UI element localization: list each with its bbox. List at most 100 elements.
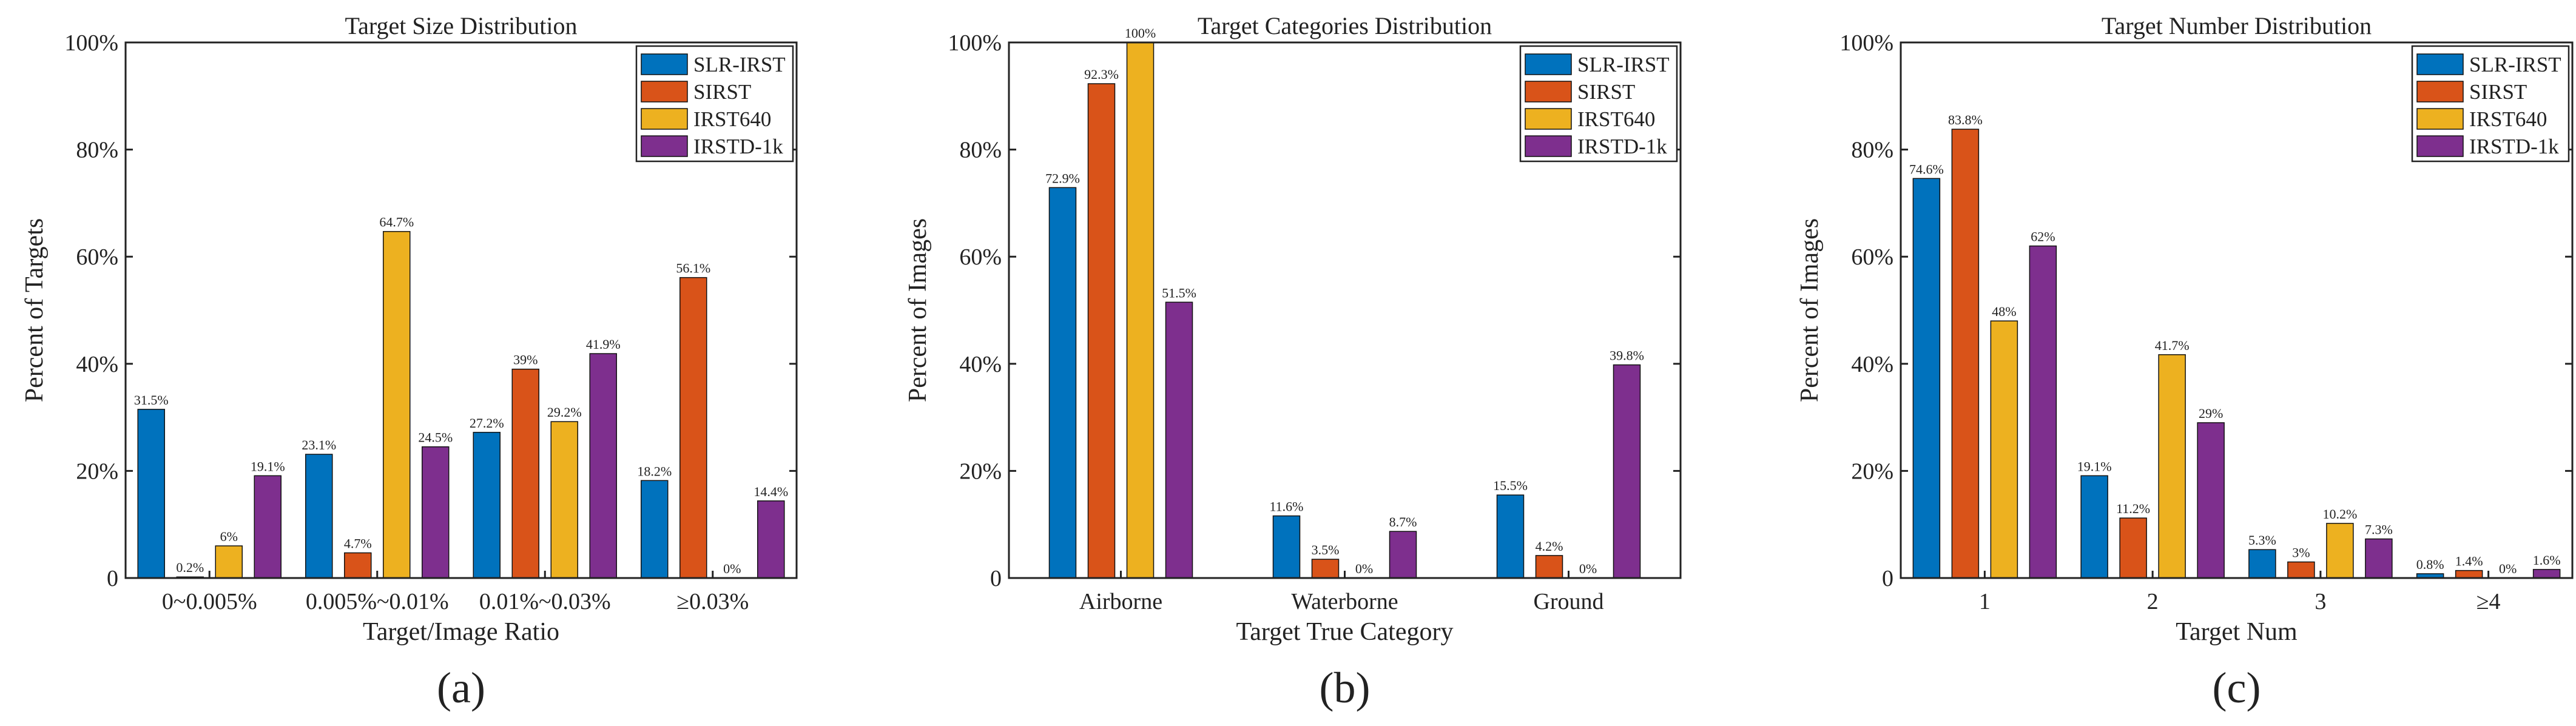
bar-1-0-3 bbox=[1165, 301, 1193, 579]
x-tick-label: 0.005%~0.01% bbox=[306, 589, 449, 614]
bar-0-1-3 bbox=[422, 446, 450, 579]
bar-value-label: 56.1% bbox=[676, 261, 710, 276]
bar-1-0-1 bbox=[1087, 83, 1116, 579]
panel-label: (c) bbox=[2213, 664, 2261, 712]
bar-0-0-3 bbox=[254, 475, 282, 579]
bar-value-label: 48% bbox=[1992, 304, 2016, 319]
bar-0-1-0 bbox=[305, 454, 333, 579]
bar-2-2-0 bbox=[2248, 549, 2276, 579]
panel-b: 72.9% 92.3% 100% 51.5% Airborne 11.6% 3.5% 0% 8.… bbox=[904, 12, 1682, 712]
bar-value-label: 0% bbox=[723, 561, 741, 576]
legend-label: SIRST bbox=[693, 80, 751, 104]
bar-value-label: 23.1% bbox=[302, 437, 336, 452]
bar-value-label: 15.5% bbox=[1493, 478, 1528, 493]
bar-value-label: 29% bbox=[2199, 406, 2223, 421]
bar-value-label: 74.6% bbox=[1909, 161, 1944, 176]
y-tick-label: 60% bbox=[1851, 244, 1893, 270]
y-tick-label: 80% bbox=[959, 138, 1002, 163]
bar-value-label: 0% bbox=[1355, 561, 1373, 576]
bar-2-0-1 bbox=[1951, 129, 1980, 579]
y-tick-label: 0 bbox=[990, 566, 1002, 591]
bar-1-0-0 bbox=[1048, 187, 1077, 579]
bar-value-label: 11.2% bbox=[2116, 501, 2150, 516]
x-tick-label: 2 bbox=[2147, 589, 2159, 614]
y-axis-label: Percent of Targets bbox=[21, 218, 49, 402]
x-tick-label: Waterborne bbox=[1291, 589, 1398, 614]
y-tick-label: 80% bbox=[1851, 138, 1893, 163]
legend-label: IRST640 bbox=[2469, 107, 2547, 131]
legend-label: SLR-IRST bbox=[1577, 53, 1670, 76]
bar-value-label: 1.4% bbox=[2455, 554, 2483, 569]
bar-1-2-1 bbox=[1535, 555, 1563, 579]
bar-0-2-2 bbox=[550, 421, 578, 579]
bar-2-3-1 bbox=[2455, 570, 2483, 579]
bar-value-label: 3% bbox=[2292, 545, 2310, 560]
bar-2-2-1 bbox=[2287, 561, 2315, 579]
bar-value-label: 4.2% bbox=[1536, 539, 1563, 554]
bar-value-label: 1.6% bbox=[2533, 553, 2561, 568]
bar-value-label: 14.4% bbox=[754, 484, 788, 499]
bar-value-label: 72.9% bbox=[1045, 170, 1080, 186]
chart-title: Target Categories Distribution bbox=[1198, 12, 1492, 39]
x-tick-label: Ground bbox=[1533, 589, 1603, 614]
bar-2-1-0 bbox=[2080, 475, 2108, 579]
legend-swatch bbox=[641, 108, 688, 130]
y-tick-label: 40% bbox=[76, 352, 118, 377]
chart-title: Target Size Distribution bbox=[345, 12, 577, 39]
legend-swatch bbox=[1525, 108, 1572, 130]
bar-0-1-2 bbox=[383, 230, 411, 579]
bar-value-label: 41.9% bbox=[586, 337, 621, 352]
y-tick-label: 20% bbox=[76, 459, 118, 484]
bar-2-0-0 bbox=[1912, 178, 1941, 579]
y-tick-label: 0 bbox=[107, 566, 118, 591]
bar-0-0-2 bbox=[215, 545, 243, 579]
bar-0-0-0 bbox=[137, 409, 165, 579]
legend-swatch bbox=[1525, 81, 1572, 103]
bar-value-label: 19.1% bbox=[2077, 459, 2112, 474]
bar-value-label: 8.7% bbox=[1389, 514, 1417, 529]
x-tick-label: ≥4 bbox=[2477, 589, 2501, 614]
legend-label: SIRST bbox=[1577, 80, 1635, 104]
y-tick-label: 100% bbox=[1839, 30, 1893, 56]
bar-2-0-2 bbox=[1990, 320, 2018, 579]
y-tick-label: 100% bbox=[948, 30, 1002, 56]
bar-1-1-3 bbox=[1389, 531, 1417, 579]
x-tick-label: ≥0.03% bbox=[676, 589, 749, 614]
x-tick-label: 0.01%~0.03% bbox=[479, 589, 611, 614]
legend-label: IRSTD-1k bbox=[693, 135, 783, 158]
legend-label: IRST640 bbox=[693, 107, 771, 131]
x-tick-label: 0~0.005% bbox=[162, 589, 257, 614]
legend-swatch bbox=[2416, 81, 2464, 103]
y-axis-label: Percent of Images bbox=[1796, 218, 1824, 402]
x-tick-label: 1 bbox=[1979, 589, 1991, 614]
y-tick-label: 20% bbox=[1851, 459, 1893, 484]
y-tick-label: 60% bbox=[959, 244, 1002, 270]
bar-value-label: 39.8% bbox=[1610, 348, 1644, 363]
y-tick-label: 40% bbox=[959, 352, 1002, 377]
bar-value-label: 11.6% bbox=[1269, 499, 1303, 514]
bar-2-1-1 bbox=[2119, 517, 2147, 579]
x-tick-label: 3 bbox=[2315, 589, 2326, 614]
x-axis-label: Target True Category bbox=[1236, 618, 1454, 646]
bar-0-2-3 bbox=[589, 353, 617, 579]
bar-value-label: 100% bbox=[1125, 25, 1156, 41]
bar-value-label: 64.7% bbox=[379, 215, 414, 230]
bar-1-1-1 bbox=[1311, 559, 1340, 579]
bar-value-label: 18.2% bbox=[637, 463, 672, 479]
bar-value-label: 0% bbox=[1579, 561, 1597, 576]
panel-c: 74.6% 83.8% 48% 62% 1 19.1% 11.2% 41.7% 29% 2 5.3%… bbox=[1796, 12, 2574, 712]
bar-value-label: 0.2% bbox=[176, 560, 204, 575]
bar-1-0-2 bbox=[1126, 42, 1155, 579]
bar-value-label: 5.3% bbox=[2248, 533, 2276, 548]
bar-2-1-2 bbox=[2158, 354, 2186, 579]
y-tick-label: 100% bbox=[64, 30, 118, 56]
bar-value-label: 4.7% bbox=[344, 536, 372, 551]
bar-2-2-3 bbox=[2365, 538, 2393, 579]
legend-swatch bbox=[641, 135, 688, 157]
bar-1-2-3 bbox=[1613, 364, 1641, 579]
bar-0-3-3 bbox=[757, 500, 785, 579]
bar-value-label: 62% bbox=[2031, 229, 2055, 244]
bar-2-1-3 bbox=[2197, 422, 2225, 579]
bar-value-label: 19.1% bbox=[251, 459, 285, 474]
